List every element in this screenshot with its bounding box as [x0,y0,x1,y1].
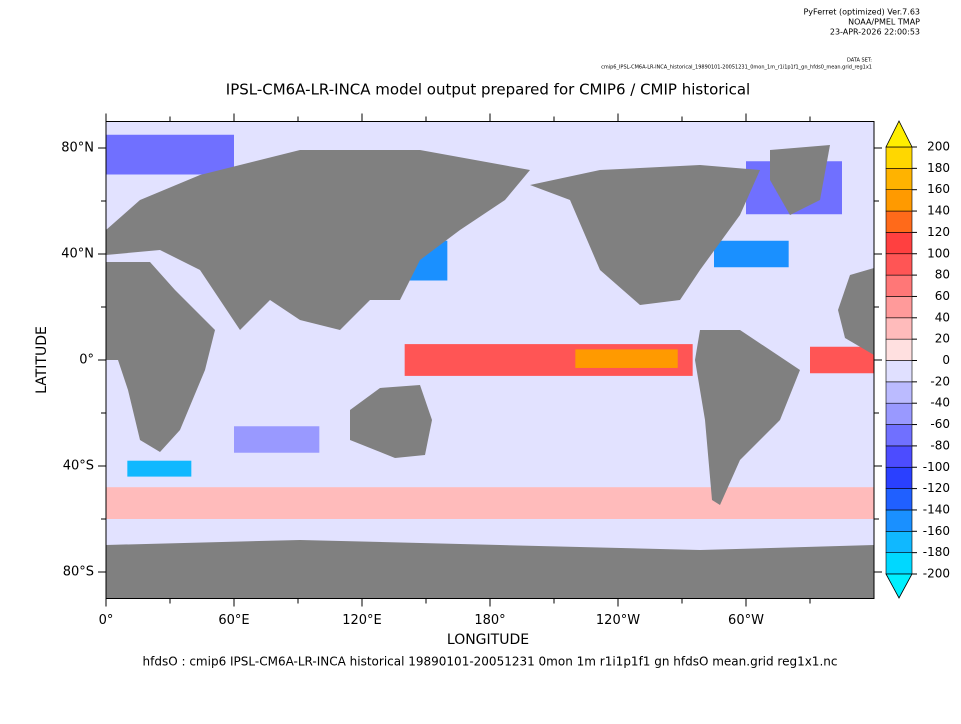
colorbar-tick-label: -200 [923,567,950,581]
colorbar-tick-label: -100 [923,460,950,474]
colorbar-tick-label: 20 [935,332,950,346]
y-tick-label: 40°S [63,459,94,474]
region [575,349,678,368]
colorbar-tick-label: -180 [923,545,950,559]
region [106,487,874,519]
y-tick-label: 80°N [61,141,94,156]
region [234,426,320,453]
colorbar: -200-180-160-140-120-100-80-60-40-200204… [885,120,950,599]
y-tick-label: 40°N [61,247,94,262]
region [127,460,192,477]
colorbar-band [885,402,913,425]
colorbar-band [885,253,913,276]
region [810,346,874,374]
x-tick-label: 120°W [596,613,640,628]
colorbar-band [885,296,913,319]
chart-title: IPSL-CM6A-LR-INCA model output prepared … [226,81,750,99]
y-tick-label: 0° [79,353,94,368]
colorbar-tick-label: 120 [927,225,950,239]
x-axis-label: LONGITUDE [447,632,529,648]
colorbar-tick-label: 100 [927,246,950,260]
colorbar-tick-label: -40 [930,396,950,410]
colorbar-band [885,424,913,447]
dataset-label: DATA SET: [847,58,872,64]
x-tick-label: 60°W [728,613,764,628]
region [106,134,234,175]
colorbar-tick-label: -120 [923,481,950,495]
program-label: PyFerret (optimized) Ver.7.63 [803,8,920,17]
x-tick-label: 0° [99,613,114,628]
timestamp: 23-APR-2026 22:00:53 [830,28,920,37]
colorbar-band [885,189,913,212]
colorbar-band [885,338,913,361]
x-tick-label: 120°E [342,613,382,628]
footer: hfdsO : cmip6 IPSL-CM6A-LR-INCA historic… [143,655,838,669]
colorbar-tick-label: 200 [927,140,950,154]
colorbar-band [885,317,913,340]
org-label: NOAA/PMEL TMAP [848,18,920,27]
colorbar-band [885,509,913,532]
colorbar-tick-label: 60 [935,289,950,303]
colorbar-band [885,210,913,233]
land [106,145,874,598]
axes: 0° 60°E 120°E 180° 120°W 60°W 80°S 40°S 0° 40°N 80… [61,113,882,628]
colorbar-band [885,488,913,511]
colorbar-band [885,274,913,297]
colorbar-band [885,445,913,468]
colorbar-extension-low [885,573,913,599]
colorbar-tick-label: -140 [923,502,950,516]
colorbar-tick-label: -80 [930,438,950,452]
colorbar-tick-label: 140 [927,204,950,218]
colorbar-band [885,466,913,489]
colorbar-tick-label: 80 [935,268,950,282]
colorbar-band [885,530,913,553]
colorbar-tick-label: -160 [923,524,950,538]
colorbar-tick-label: 160 [927,182,950,196]
x-tick-label: 60°E [218,613,249,628]
colorbar-band [885,232,913,255]
colorbar-band [885,381,913,404]
colorbar-band [885,168,913,191]
colorbar-band [885,552,913,575]
y-axis-label: LATITUDE [34,326,50,394]
colorbar-tick-label: 0 [942,353,950,367]
colorbar-tick-label: 40 [935,310,950,324]
x-tick-label: 180° [474,613,505,628]
region [714,240,789,268]
colorbar-tick-label: -20 [930,374,950,388]
dataset: cmip6_IPSL-CM6A-LR-INCA_historical_19890… [601,65,872,71]
colorbar-tick-label: -60 [930,417,950,431]
colorbar-band [885,360,913,383]
colorbar-tick-label: 180 [927,161,950,175]
y-tick-label: 80°S [63,565,94,580]
colorbar-band [885,146,913,169]
colorbar-extension-high [885,120,913,148]
